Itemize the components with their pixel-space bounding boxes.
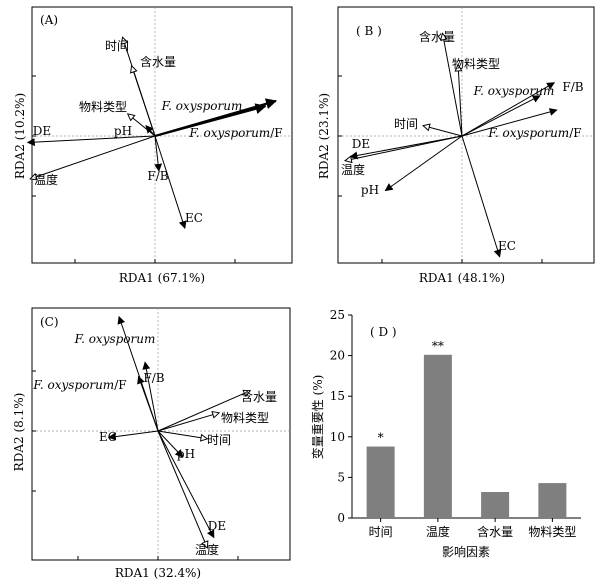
vector-f-oxysporumf [154, 103, 267, 138]
vector-ec [107, 430, 159, 441]
vector-f-oxysporum [461, 95, 541, 137]
vector-de [157, 430, 215, 539]
vector-fb [142, 361, 159, 432]
vector-label-f-oxysporumf: F. oxysporum/F [487, 126, 581, 140]
vector-label-f-oxysporum: F. oxysporum [74, 332, 156, 346]
panel-b-xlabel: RDA1 (48.1%) [419, 271, 505, 285]
vector-ph [157, 430, 184, 458]
panel-a-frame-ticks [32, 75, 236, 263]
vector-label-f-oxysporumf: F. oxysporum/F [188, 126, 282, 140]
vector-label-f-oxysporum: F. oxysporum [161, 99, 243, 113]
bar-物料类型 [538, 483, 567, 518]
vector-label-ph: pH [177, 447, 195, 461]
vector-温度 [345, 135, 463, 161]
ytick-label-5: 5 [337, 470, 345, 484]
vector-label-fb: F/B [147, 169, 168, 183]
vector-label-ec: EC [498, 239, 516, 253]
panel-c-xlabel: RDA1 (32.4%) [115, 566, 201, 580]
vector-时间 [423, 126, 463, 137]
vector-ph [384, 135, 463, 192]
ytick-label-15: 15 [330, 389, 345, 403]
vector-ec [461, 135, 502, 258]
ytick-label-25: 25 [330, 308, 345, 322]
vector-含水量 [443, 33, 463, 137]
vector-f-oxysporumf [137, 375, 159, 432]
vector-label-物料类型: 物料类型 [452, 57, 500, 71]
xtick-label-温度: 温度 [426, 524, 450, 539]
bar-含水量 [481, 492, 510, 518]
vector-label-温度: 温度 [34, 172, 58, 187]
vector-温度 [157, 430, 207, 548]
vector-label-含水量: 含水量 [241, 389, 277, 404]
panel-d-yticks: 0 5 10 15 20 25 [330, 308, 352, 525]
vector-label-ph: pH [361, 183, 379, 197]
vector-label-含水量: 含水量 [140, 54, 176, 69]
vector-ph [145, 124, 156, 137]
vector-label-de: DE [33, 124, 51, 138]
panel-a-frame [31, 6, 293, 264]
panel-c-label: (C) [40, 315, 59, 329]
panel-c-frame [31, 307, 291, 561]
vector-label-ph: pH [114, 124, 132, 138]
vector-label-de: DE [352, 137, 370, 151]
panel-b-frame [337, 6, 595, 264]
vector-fb [154, 135, 163, 172]
bar-时间 [366, 446, 395, 518]
vector-含水量 [132, 66, 156, 137]
vector-label-fb: F/B [143, 371, 164, 385]
panel-c: (C) RDA1 (32.4%) RDA2 (8.1%) F. oxysporu… [12, 307, 291, 580]
bar-温度 [423, 354, 452, 518]
vector-fb [461, 82, 555, 137]
vector-时间 [157, 430, 207, 439]
panel-a-ylabel: RDA2 (10.2%) [13, 93, 27, 179]
vector-label-fb: F/B [562, 80, 583, 94]
vector-label-f-oxysporum: F. oxysporum [473, 84, 555, 98]
significance-温度: ** [432, 339, 444, 353]
vector-label-时间: 时间 [207, 433, 231, 447]
panel-a-label: (A) [40, 13, 58, 27]
panel-d-ylabel: 变量重要性 (%) [310, 375, 325, 460]
vector-label-含水量: 含水量 [419, 29, 455, 44]
panel-d: ( D ) 变量重要性 (%) 影响因素 0 5 10 15 20 25 时间 * 温度 ** 含… [310, 308, 581, 559]
xtick-label-时间: 时间 [369, 525, 393, 539]
vector-温度 [30, 135, 156, 179]
vector-ec [154, 135, 187, 230]
vector-物料类型 [458, 65, 463, 137]
vector-label-时间: 时间 [394, 117, 418, 131]
vector-物料类型 [157, 413, 219, 432]
vector-de [26, 135, 156, 147]
panel-b-ylabel: RDA2 (23.1%) [317, 93, 331, 179]
vector-label-时间: 时间 [105, 39, 129, 53]
panel-c-ylabel: RDA2 (8.1%) [12, 393, 26, 472]
xtick-label-物料类型: 物料类型 [528, 525, 576, 539]
ytick-label-10: 10 [330, 430, 345, 444]
significance-时间: * [378, 431, 384, 445]
panel-d-bars: 时间 * 温度 ** 含水量 物料类型 [366, 339, 576, 539]
panel-b-frame-ticks [338, 75, 543, 263]
vector-label-温度: 温度 [341, 162, 365, 177]
vector-label-de: DE [208, 519, 226, 533]
xtick-label-含水量: 含水量 [477, 524, 513, 539]
panel-c-frame-ticks [32, 370, 239, 560]
panel-b-label: ( B ) [356, 24, 382, 38]
vector-label-ec: EC [99, 430, 117, 444]
vector-label-f-oxysporumf: F. oxysporum/F [32, 378, 126, 392]
vector-label-温度: 温度 [195, 542, 219, 557]
vector-含水量 [157, 391, 250, 432]
ytick-label-20: 20 [330, 349, 345, 363]
panel-a-xlabel: RDA1 (67.1%) [119, 271, 205, 285]
panel-d-xlabel: 影响因素 [442, 544, 490, 559]
vector-label-物料类型: 物料类型 [221, 411, 269, 425]
ytick-label-0: 0 [337, 511, 345, 525]
vector-label-物料类型: 物料类型 [79, 100, 127, 114]
panel-d-label: ( D ) [370, 325, 397, 339]
panel-a: (A) RDA1 (67.1%) RDA2 (10.2%) F. oxyspor… [13, 6, 293, 285]
vector-label-ec: EC [185, 211, 203, 225]
vector-f-oxysporumf [461, 108, 558, 137]
